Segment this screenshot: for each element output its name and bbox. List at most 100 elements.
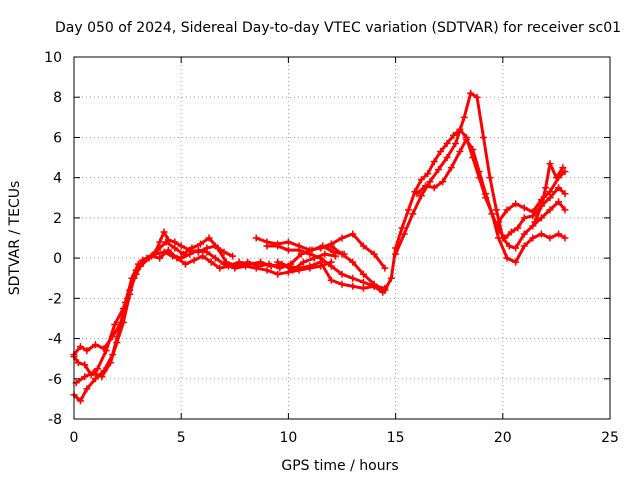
data-point xyxy=(220,248,228,256)
data-point xyxy=(473,93,481,101)
data-point xyxy=(475,168,483,176)
data-point xyxy=(520,230,528,238)
data-point xyxy=(417,176,425,184)
data-point xyxy=(199,252,207,260)
data-point xyxy=(546,234,554,242)
data-point xyxy=(546,194,554,202)
data-point xyxy=(529,234,537,242)
series-satellite-track-12 xyxy=(413,135,569,266)
data-point xyxy=(359,270,367,278)
series-satellite-track-9 xyxy=(317,230,389,272)
data-point xyxy=(203,244,211,252)
y-tick-label: 0 xyxy=(53,251,62,267)
data-point xyxy=(179,250,187,258)
data-point xyxy=(460,113,468,121)
data-point xyxy=(212,254,220,262)
data-point xyxy=(81,373,89,381)
data-point xyxy=(349,230,357,238)
data-point xyxy=(422,182,430,190)
data-point xyxy=(370,250,378,258)
data-point xyxy=(235,258,243,266)
data-point xyxy=(456,148,464,156)
data-point xyxy=(321,250,329,258)
data-point xyxy=(480,133,488,141)
data-point xyxy=(430,158,438,166)
data-point xyxy=(546,188,554,196)
data-point xyxy=(488,210,496,218)
data-point xyxy=(349,274,357,282)
data-point xyxy=(216,264,224,272)
data-point xyxy=(267,262,275,270)
data-point xyxy=(400,230,408,238)
data-point xyxy=(349,282,357,290)
y-tick-label: 4 xyxy=(53,171,62,187)
data-point xyxy=(555,184,563,192)
data-point xyxy=(76,397,84,405)
data-point xyxy=(284,238,292,246)
data-point xyxy=(520,204,528,212)
x-tick-label: 0 xyxy=(70,430,79,446)
data-point xyxy=(546,160,554,168)
data-point xyxy=(224,262,232,270)
x-tick-label: 5 xyxy=(177,430,186,446)
data-point xyxy=(98,373,106,381)
data-point xyxy=(274,242,282,250)
data-point xyxy=(284,246,292,254)
data-point xyxy=(370,282,378,290)
data-point xyxy=(156,238,164,246)
y-tick-label: -8 xyxy=(48,412,62,428)
data-point xyxy=(76,343,84,351)
data-point xyxy=(359,278,367,286)
data-point xyxy=(263,242,271,250)
x-axis-title: GPS time / hours xyxy=(281,458,398,474)
data-point xyxy=(246,260,254,268)
data-point xyxy=(514,224,522,232)
data-point xyxy=(430,184,438,192)
data-point xyxy=(507,228,515,236)
data-point xyxy=(196,240,204,248)
data-point xyxy=(424,170,432,178)
data-point xyxy=(332,252,340,260)
data-point xyxy=(512,258,520,266)
data-point xyxy=(91,341,99,349)
x-tick-label: 25 xyxy=(601,430,619,446)
data-point xyxy=(462,135,470,143)
plot-frame xyxy=(73,56,611,420)
data-point xyxy=(87,371,95,379)
series-satellite-track-14 xyxy=(531,160,567,226)
data-point xyxy=(503,254,511,262)
data-point xyxy=(164,246,172,254)
data-point xyxy=(531,218,539,226)
data-point xyxy=(492,206,500,214)
data-point xyxy=(439,178,447,186)
data-point xyxy=(561,168,569,176)
data-point xyxy=(537,214,545,222)
data-point xyxy=(229,252,237,260)
data-point xyxy=(173,254,181,262)
data-point xyxy=(295,264,303,272)
y-axis-title: SDTVAR / TECUs xyxy=(7,181,23,296)
data-point xyxy=(263,266,271,274)
data-point xyxy=(555,230,563,238)
series-satellite-track-8 xyxy=(274,258,387,296)
data-point xyxy=(81,361,89,369)
y-tick-label: 2 xyxy=(53,211,62,227)
data-point xyxy=(164,236,172,244)
data-point xyxy=(452,139,460,147)
data-point xyxy=(212,242,220,250)
data-point xyxy=(467,89,475,97)
data-point xyxy=(74,359,82,367)
y-tick-label: -4 xyxy=(48,332,62,348)
data-point xyxy=(338,280,346,288)
data-point xyxy=(327,240,335,248)
series-satellite-track-7 xyxy=(263,242,389,292)
data-point xyxy=(171,238,179,246)
data-point xyxy=(338,270,346,278)
data-point xyxy=(102,347,110,355)
data-point xyxy=(106,359,114,367)
data-point xyxy=(426,178,434,186)
data-point xyxy=(398,224,406,232)
data-point xyxy=(177,242,185,250)
data-point xyxy=(327,262,335,270)
data-point xyxy=(505,242,513,250)
